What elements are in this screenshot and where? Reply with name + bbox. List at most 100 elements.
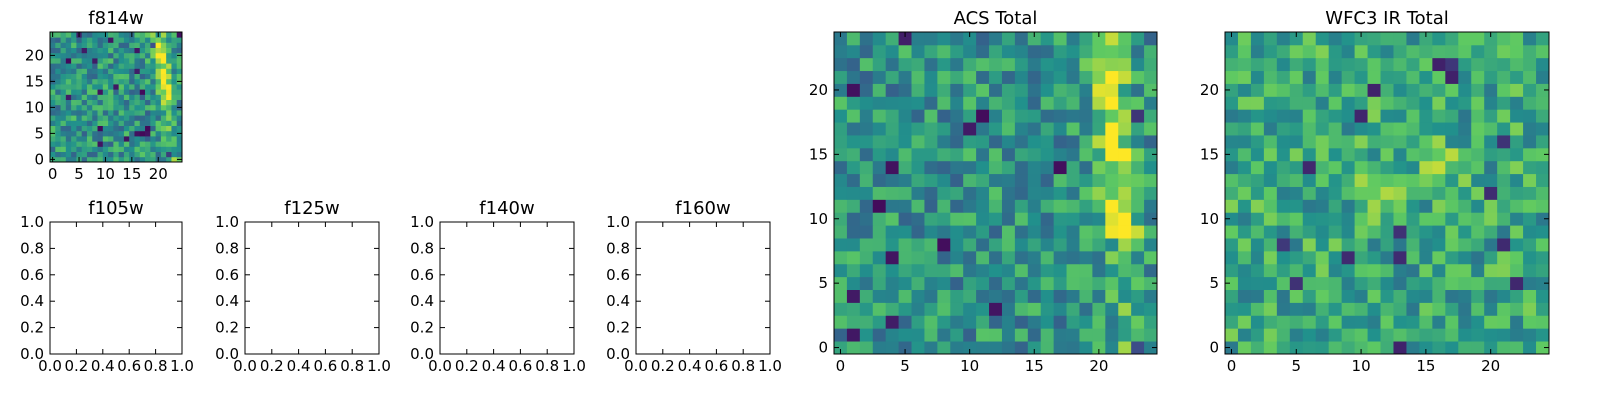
heatmap-cell (859, 96, 874, 110)
heatmap-cell (898, 147, 912, 162)
heatmap-cell (129, 125, 135, 132)
f814w-panel-title: f814w (88, 8, 143, 29)
heatmap-cell (155, 89, 162, 95)
heatmap-cell (976, 122, 990, 136)
heatmap-cell (1484, 160, 1498, 175)
heatmap-cell (911, 173, 925, 187)
heatmap-cell (1315, 250, 1330, 265)
x-tick-label: 0.6 (313, 357, 337, 375)
heatmap-cell (924, 225, 938, 239)
x-tick-label: 0.6 (117, 357, 141, 375)
heatmap-cell (1225, 147, 1239, 162)
heatmap-cell (166, 73, 172, 80)
heatmap-cell (1040, 44, 1055, 59)
heatmap-cell (1053, 315, 1067, 329)
y-tick-label: 0.4 (20, 292, 44, 310)
heatmap-cell (1079, 315, 1093, 329)
y-tick-label: 0.6 (410, 266, 434, 284)
heatmap-cell (108, 115, 114, 121)
heatmap-cell (1105, 186, 1119, 200)
heatmap-cell (113, 156, 120, 163)
heatmap-cell (834, 57, 848, 72)
heatmap-cell (1250, 212, 1265, 226)
heatmap-cell (1263, 238, 1278, 252)
plot-frame-2 (244, 221, 380, 355)
heatmap-cell (1053, 238, 1067, 252)
heatmap-cell (1066, 199, 1080, 213)
heatmap-cell (911, 57, 925, 72)
y-tick-label: 0.2 (606, 319, 630, 337)
heatmap-cell (989, 341, 1003, 355)
heatmap-cell (1001, 173, 1016, 187)
heatmap-cell (1523, 276, 1537, 290)
heatmap-cell (134, 42, 141, 48)
heatmap-cell (1536, 212, 1550, 226)
heatmap-cell (1079, 328, 1093, 342)
heatmap-cell (1536, 173, 1550, 187)
heatmap-cell (92, 130, 98, 137)
heatmap-cell (1250, 276, 1265, 290)
heatmap-cell (150, 94, 156, 100)
heatmap-cell (834, 147, 848, 162)
heatmap-cell (911, 122, 925, 136)
heatmap-cell (885, 70, 899, 84)
heatmap-cell (55, 120, 61, 126)
heatmap-cell (76, 58, 83, 64)
heatmap-cell (1263, 199, 1278, 213)
heatmap-cell (1510, 57, 1524, 72)
heatmap-cell (139, 110, 146, 116)
heatmap-cell (108, 136, 114, 142)
heatmap-cell (118, 130, 125, 137)
heatmap-cell (92, 115, 98, 121)
heatmap-cell (1406, 173, 1420, 187)
heatmap-cell (108, 146, 114, 152)
heatmap-cell (963, 83, 977, 97)
heatmap-cell (1393, 70, 1407, 84)
heatmap-cell (1105, 135, 1119, 149)
heatmap-cell (872, 109, 887, 123)
heatmap-cell (102, 151, 109, 158)
heatmap-cell (1092, 238, 1106, 252)
heatmap-cell (102, 141, 109, 147)
heatmap-cell (989, 173, 1003, 187)
heatmap-cell (950, 212, 964, 226)
heatmap-cell (1445, 32, 1459, 46)
heatmap-cell (989, 96, 1003, 110)
heatmap-cell (1263, 147, 1278, 162)
heatmap-cell (71, 151, 77, 158)
heatmap-cell (1001, 32, 1016, 46)
heatmap-cell (1263, 263, 1278, 278)
heatmap-cell (81, 68, 88, 74)
heatmap-cell (1367, 173, 1381, 187)
heatmap-cell (1523, 57, 1537, 72)
heatmap-cell (1445, 83, 1459, 97)
heatmap-cell (898, 199, 912, 213)
heatmap-cell (60, 115, 67, 121)
heatmap-cell (1040, 238, 1055, 252)
heatmap-cell (102, 37, 109, 43)
heatmap-cell (859, 83, 874, 97)
heatmap-cell (1367, 160, 1381, 175)
heatmap-cell (1367, 212, 1381, 226)
heatmap-cell (134, 89, 141, 95)
heatmap-cell (1066, 263, 1080, 278)
heatmap-cell (1105, 315, 1119, 329)
heatmap-cell (113, 130, 120, 137)
heatmap-cell (129, 58, 135, 64)
heatmap-cell (155, 47, 162, 54)
heatmap-cell (924, 44, 938, 59)
heatmap-cell (108, 141, 114, 147)
heatmap-cell (885, 122, 899, 136)
heatmap-cell (846, 199, 861, 213)
heatmap-cell (1328, 212, 1343, 226)
heatmap-cell (145, 89, 151, 95)
heatmap-cell (1237, 328, 1252, 342)
heatmap-cell (1406, 341, 1420, 355)
heatmap-cell (1328, 57, 1343, 72)
heatmap-cell (160, 120, 167, 126)
heatmap-cell (1105, 109, 1119, 123)
heatmap-cell (1458, 135, 1472, 149)
heatmap-cell (950, 70, 964, 84)
heatmap-cell (123, 42, 130, 48)
heatmap-cell (1341, 315, 1355, 329)
